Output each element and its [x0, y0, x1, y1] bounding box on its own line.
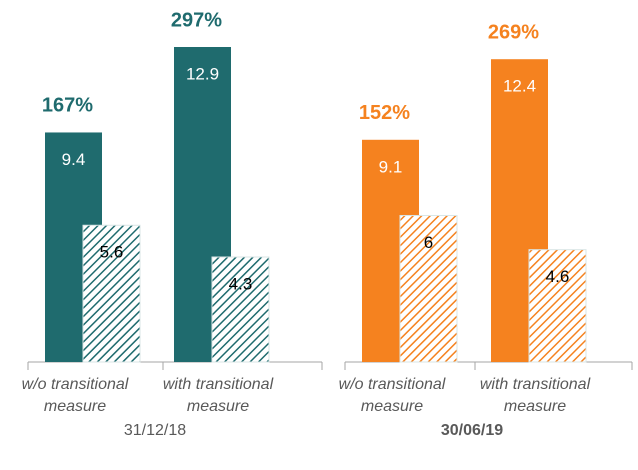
value-label: 12.4 [503, 77, 536, 96]
hatched-bar [399, 214, 458, 363]
hatched-bar [82, 224, 141, 363]
x-axis-label: 31/12/18 [123, 422, 187, 439]
value-label: 9.4 [62, 150, 86, 169]
hatched-bar [528, 249, 587, 363]
x-axis-label: 30/06/19 [440, 422, 504, 439]
hatched-bar [211, 256, 270, 363]
value-label: 9.1 [379, 157, 403, 176]
axis [27, 361, 633, 370]
x-tick-label: with transitional measure [479, 376, 591, 415]
annotation: 269% [488, 21, 539, 43]
x-tick-label: with transitional measure [162, 376, 274, 415]
value-label: 6 [424, 233, 433, 252]
annotation: 152% [359, 102, 410, 124]
x-tick-label: w/o transitional measure [21, 376, 129, 415]
x-tick-label: w/o transitional measure [338, 376, 446, 415]
annotation: 297% [171, 9, 222, 31]
annotation: 167% [42, 95, 93, 117]
value-label: 5.6 [100, 243, 124, 262]
value-label: 12.9 [186, 64, 219, 83]
value-label: 4.6 [546, 267, 570, 286]
value-label: 4.3 [229, 274, 253, 293]
